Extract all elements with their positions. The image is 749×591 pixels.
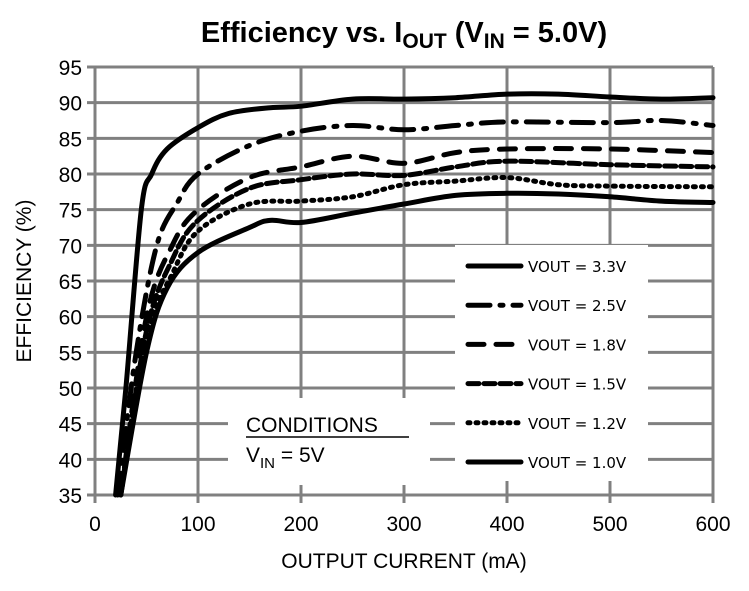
y-tick-70: 70 xyxy=(59,235,82,258)
series-line-18v xyxy=(118,146,716,498)
x-tick-labels: 0 100 200 300 400 500 600 xyxy=(89,513,730,536)
y-tick-60: 60 xyxy=(59,307,82,330)
y-tick-50: 50 xyxy=(59,378,82,401)
series-line-10v xyxy=(118,190,716,498)
series-line-33v xyxy=(113,91,716,498)
y-tick-95: 95 xyxy=(59,57,82,80)
y-tick-45: 45 xyxy=(59,414,82,437)
legend-label-4: VOUT = 1.2V xyxy=(528,415,627,433)
conditions-annotation: CONDITIONS VIN = 5V xyxy=(228,398,430,485)
x-tick-0: 0 xyxy=(89,513,101,536)
y-tick-labels: 35 40 45 50 55 60 65 70 75 80 85 90 95 xyxy=(59,57,82,508)
x-tick-200: 200 xyxy=(283,513,318,536)
y-tick-90: 90 xyxy=(59,93,82,116)
x-tick-100: 100 xyxy=(180,513,215,536)
x-axis-label: OUTPUT CURRENT (mA) xyxy=(281,550,526,573)
conditions-vin: VIN = 5V xyxy=(246,444,325,472)
x-tick-500: 500 xyxy=(592,513,627,536)
legend: VOUT = 3.3V VOUT = 2.5V VOUT = 1.8V VOUT = … xyxy=(455,245,648,481)
x-tick-600: 600 xyxy=(695,513,730,536)
y-tick-65: 65 xyxy=(59,271,82,294)
y-tick-85: 85 xyxy=(59,128,82,151)
conditions-heading: CONDITIONS xyxy=(246,414,378,437)
chart-title: Efficiency vs. IOUT (VIN = 5.0V) xyxy=(201,17,607,53)
y-tick-55: 55 xyxy=(59,342,82,365)
legend-label-5: VOUT = 1.0V xyxy=(528,454,627,472)
x-tick-400: 400 xyxy=(489,513,524,536)
series-line-15v xyxy=(118,158,716,498)
y-tick-75: 75 xyxy=(59,200,82,223)
x-tick-300: 300 xyxy=(386,513,421,536)
y-tick-80: 80 xyxy=(59,164,82,187)
legend-box xyxy=(455,245,648,481)
y-tick-35: 35 xyxy=(59,485,82,508)
conditions-box xyxy=(228,398,430,485)
series-line-25v xyxy=(115,117,716,498)
series-lines xyxy=(113,91,716,498)
y-axis-label: EFFICIENCY (%) xyxy=(13,200,36,363)
legend-label-2: VOUT = 1.8V xyxy=(528,336,627,354)
y-tick-40: 40 xyxy=(59,449,82,472)
legend-label-0: VOUT = 3.3V xyxy=(528,258,627,276)
legend-label-3: VOUT = 1.5V xyxy=(528,376,627,394)
legend-label-1: VOUT = 2.5V xyxy=(528,297,627,315)
